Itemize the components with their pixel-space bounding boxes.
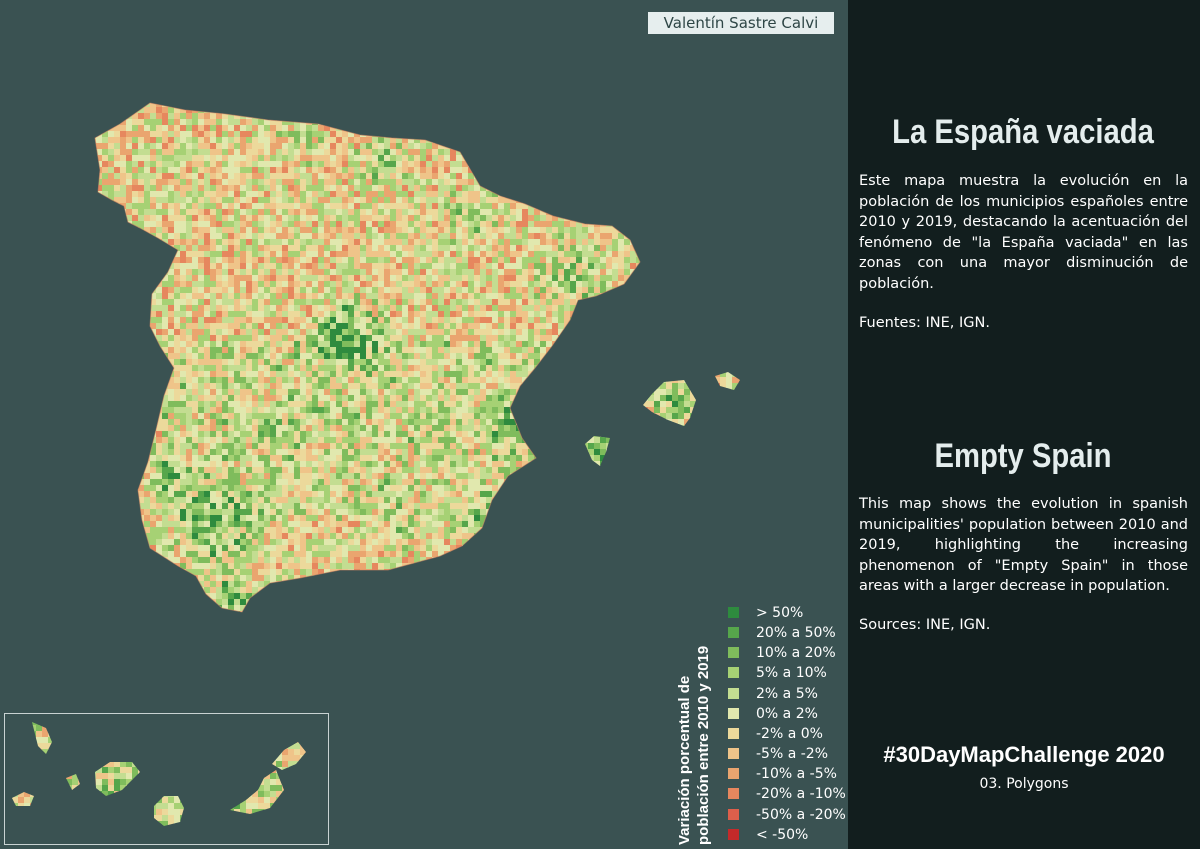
challenge-title: #30DayMapChallenge 2020 xyxy=(883,742,1165,767)
title-spanish: La España vaciada xyxy=(892,113,1154,151)
legend-swatch xyxy=(728,728,739,739)
legend-swatch xyxy=(728,667,739,678)
legend-swatch xyxy=(728,809,739,820)
map-area: Valentín Sastre Calvi Variación porcentu… xyxy=(0,0,848,849)
legend-swatch xyxy=(728,688,739,699)
legend-swatch xyxy=(728,748,739,759)
sources-english: Sources: INE, IGN. xyxy=(859,617,991,633)
map-canvas[interactable] xyxy=(0,0,848,849)
legend-label: -20% a -10% xyxy=(756,786,846,802)
title-english: Empty Spain xyxy=(934,437,1112,475)
legend-label: 0% a 2% xyxy=(756,706,818,722)
legend-label: 20% a 50% xyxy=(756,625,836,641)
legend-label: -10% a -5% xyxy=(756,766,837,782)
legend-label: -50% a -20% xyxy=(756,807,846,823)
legend-swatch xyxy=(728,768,739,779)
author-credit: Valentín Sastre Calvi xyxy=(648,12,834,34)
sources-spanish: Fuentes: INE, IGN. xyxy=(859,315,990,331)
legend-swatch xyxy=(728,627,739,638)
legend-swatch xyxy=(728,647,739,658)
info-panel: La España vaciada Este mapa muestra la e… xyxy=(848,0,1200,849)
legend-swatch xyxy=(728,607,739,618)
legend-label: 2% a 5% xyxy=(756,686,818,702)
description-english: This map shows the evolution in spanish … xyxy=(859,496,1188,594)
challenge-subtitle: 03. Polygons xyxy=(979,776,1069,792)
legend-label: -2% a 0% xyxy=(756,726,823,742)
canary-islands-inset-frame xyxy=(4,713,329,845)
legend-swatch xyxy=(728,829,739,840)
legend-swatch xyxy=(728,708,739,719)
legend-label: < -50% xyxy=(756,827,809,843)
legend-label: > 50% xyxy=(756,605,804,621)
legend-label: 10% a 20% xyxy=(756,645,836,661)
legend-swatch xyxy=(728,788,739,799)
description-spanish: Este mapa muestra la evolución en la pob… xyxy=(859,173,1188,292)
legend-label: -5% a -2% xyxy=(756,746,829,762)
legend-label: 5% a 10% xyxy=(756,665,827,681)
legend-title: Variación porcentual de población entre … xyxy=(676,645,712,845)
